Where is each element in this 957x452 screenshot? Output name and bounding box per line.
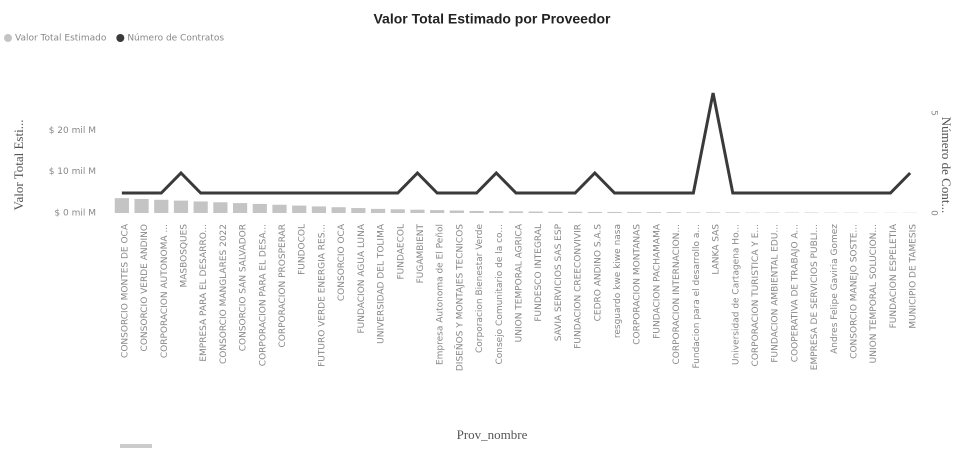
bar bbox=[587, 211, 602, 213]
x-tick-label: CORPORACION INTERNACION... bbox=[672, 224, 682, 365]
bar bbox=[410, 209, 425, 213]
x-tick-label: Universidad de Cartagena Ho... bbox=[731, 224, 741, 365]
bar bbox=[272, 204, 287, 213]
legend-swatch bbox=[4, 34, 12, 42]
bar bbox=[154, 199, 169, 213]
x-tick-label: CONSORCIO OCA bbox=[337, 223, 347, 301]
bar bbox=[213, 202, 228, 213]
x-tick-label: FUNDAECOL bbox=[396, 224, 406, 280]
x-tick-label: FUNDESCO INTEGRAL bbox=[534, 224, 544, 322]
bar bbox=[548, 211, 563, 213]
bar bbox=[705, 212, 721, 213]
bar bbox=[292, 205, 307, 213]
bar bbox=[489, 211, 504, 213]
legend-label: Valor Total Estimado bbox=[15, 34, 107, 44]
x-tick-label: CORPORACION AUTONOMA ... bbox=[160, 224, 170, 358]
y-axis-title: Valor Total Esti... bbox=[11, 120, 26, 211]
x-tick-label: Empresa Autonoma de El Peñol bbox=[436, 224, 446, 365]
x-tick-label: CORPORACION PARA EL DESA... bbox=[258, 224, 268, 366]
x-tick-label: CONSORCIO MONTES DE OCA bbox=[120, 223, 130, 358]
x-tick-label: EMPRESA PARA EL DESARRO... bbox=[199, 224, 209, 362]
bar bbox=[134, 198, 149, 213]
x-tick-label: UNION TEMPORAL SOLUCION... bbox=[869, 224, 879, 363]
bar bbox=[508, 211, 524, 213]
x-tick-label: LANKA SAS bbox=[712, 224, 722, 275]
x-tick-label: DISEÑOS Y MONTAJES TECNICOS bbox=[454, 224, 465, 371]
x-tick-label: Consejo Comunitario de la co... bbox=[495, 224, 505, 365]
scrollbar[interactable] bbox=[120, 444, 152, 448]
x-tick-label: MUNICIPIO DE TAMESIS bbox=[909, 224, 919, 329]
x-tick-label: CONSORCIO VERDE ANDINO bbox=[140, 224, 150, 351]
bar bbox=[449, 210, 464, 213]
bar bbox=[193, 201, 208, 213]
x-tick-label: resguardo kwe kiwe nasa bbox=[613, 224, 623, 338]
x-tick-label: CEDRO ANDINO S.A.S bbox=[593, 224, 603, 322]
x-tick-label: Corporacion Bienestar Verde bbox=[475, 224, 485, 353]
bar bbox=[370, 208, 386, 213]
x-tick-label: FUNDOCOL bbox=[298, 224, 308, 275]
x-tick-label: CONSORCIO MANEJO SOSTE... bbox=[850, 224, 860, 359]
bar bbox=[469, 210, 484, 213]
x-axis-title: Prov_nombre bbox=[457, 427, 528, 442]
y-tick-label: $ 0 mil M bbox=[54, 209, 96, 219]
x-tick-label: CONSORCIO SAN SALVADOR bbox=[239, 224, 249, 351]
chart-title: Valor Total Estimado por Proveedor bbox=[373, 11, 611, 27]
x-tick-label: FUNDACION AMBIENTAL EDU... bbox=[771, 224, 781, 363]
y2-tick-label: 0 bbox=[929, 210, 939, 216]
legend-swatch bbox=[116, 34, 125, 42]
bar bbox=[233, 203, 248, 213]
bar bbox=[331, 207, 346, 213]
line bbox=[121, 92, 912, 195]
bar bbox=[725, 212, 740, 213]
bar bbox=[114, 198, 129, 213]
bar bbox=[390, 209, 405, 213]
bar bbox=[627, 212, 642, 213]
x-tick-label: FUNDACION PACHAMAMA bbox=[652, 223, 662, 339]
bar bbox=[311, 206, 327, 213]
x-tick-label: Fundacion para el desarrollo a... bbox=[692, 224, 702, 369]
x-tick-label: FUTURO VERDE ENERGIA RES... bbox=[317, 224, 327, 367]
x-tick-label: FUNDACION AGUA LUNA bbox=[357, 223, 367, 333]
bar bbox=[430, 210, 445, 213]
bar bbox=[607, 211, 622, 213]
legend-label: Número de Contratos bbox=[127, 34, 224, 44]
x-tick-label: UNION TEMPORAL AGRICA bbox=[515, 223, 525, 342]
x-tick-label: FUGAMBIENT bbox=[416, 223, 426, 283]
x-tick-label: FUNDACION ESPELETIA bbox=[889, 223, 899, 328]
x-tick-label: UNIVERSIDAD DEL TOLIMA bbox=[377, 223, 387, 344]
y2-tick-label: 5 bbox=[929, 110, 939, 116]
y-tick-label: $ 20 mil M bbox=[49, 126, 96, 136]
x-tick-label: CORPORACION PROSPERAR bbox=[278, 224, 288, 348]
bar bbox=[252, 203, 267, 213]
x-tick-label: CONSORCIO MANGLARES 2022 bbox=[219, 224, 229, 364]
bar bbox=[528, 211, 543, 213]
x-tick-label: FUNDACION CREECONVIVIR bbox=[574, 224, 584, 349]
x-tick-label: SAVIA SERVICIOS SAS ESP bbox=[554, 223, 564, 341]
bar bbox=[568, 211, 583, 213]
x-tick-label: CORPORACION MONTANAS bbox=[633, 224, 643, 345]
bar bbox=[351, 208, 366, 213]
bar bbox=[666, 212, 681, 213]
x-tick-label: MASBOSQUES bbox=[179, 224, 189, 288]
x-tick-label: Andres Felipe Gaviria Gomez bbox=[830, 224, 840, 354]
bar bbox=[646, 212, 662, 213]
x-tick-label: COOPERATIVA DE TRABAJO A... bbox=[790, 224, 800, 362]
y-tick-label: $ 10 mil M bbox=[49, 167, 96, 177]
x-tick-label: CORPORACION TURISTICA Y E... bbox=[751, 224, 761, 366]
bar bbox=[173, 200, 189, 213]
bar bbox=[686, 212, 701, 213]
y2-axis-title: Número de Cont... bbox=[939, 117, 954, 213]
x-tick-label: EMPRESA DE SERVICIOS PUBLI... bbox=[810, 224, 820, 370]
